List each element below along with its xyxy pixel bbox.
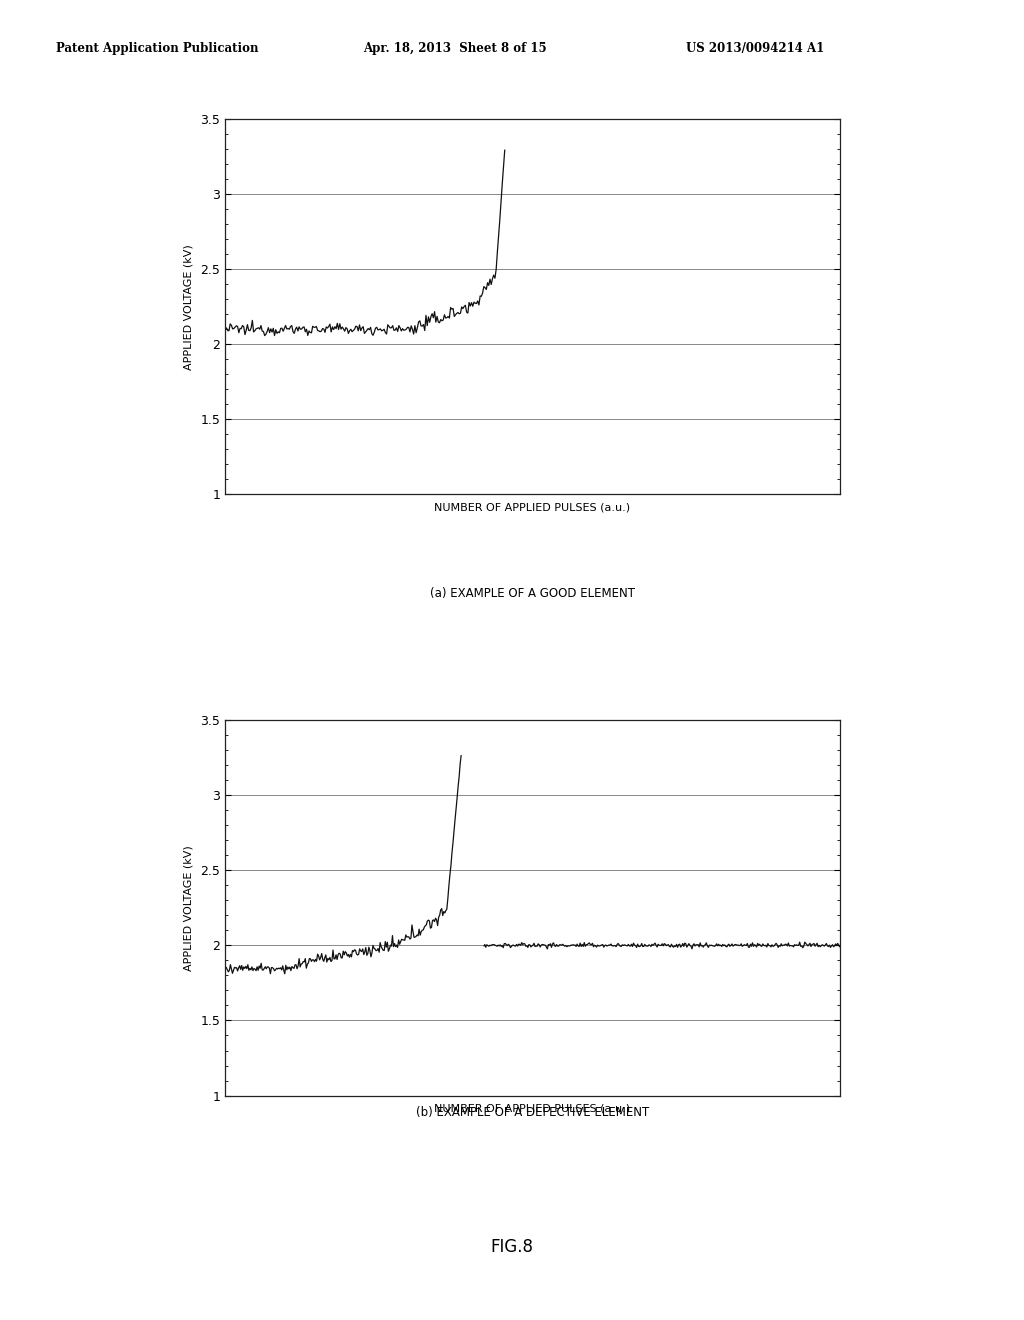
Text: (b) EXAMPLE OF A DEFECTIVE ELEMENT: (b) EXAMPLE OF A DEFECTIVE ELEMENT bbox=[416, 1106, 649, 1119]
Text: (a) EXAMPLE OF A GOOD ELEMENT: (a) EXAMPLE OF A GOOD ELEMENT bbox=[430, 587, 635, 601]
Text: US 2013/0094214 A1: US 2013/0094214 A1 bbox=[686, 42, 824, 55]
X-axis label: NUMBER OF APPLIED PULSES (a.u.): NUMBER OF APPLIED PULSES (a.u.) bbox=[434, 1104, 631, 1114]
X-axis label: NUMBER OF APPLIED PULSES (a.u.): NUMBER OF APPLIED PULSES (a.u.) bbox=[434, 503, 631, 513]
Y-axis label: APPLIED VOLTAGE (kV): APPLIED VOLTAGE (kV) bbox=[183, 845, 194, 970]
Text: Apr. 18, 2013  Sheet 8 of 15: Apr. 18, 2013 Sheet 8 of 15 bbox=[364, 42, 547, 55]
Y-axis label: APPLIED VOLTAGE (kV): APPLIED VOLTAGE (kV) bbox=[183, 244, 194, 370]
Text: Patent Application Publication: Patent Application Publication bbox=[56, 42, 259, 55]
Text: FIG.8: FIG.8 bbox=[490, 1238, 534, 1257]
